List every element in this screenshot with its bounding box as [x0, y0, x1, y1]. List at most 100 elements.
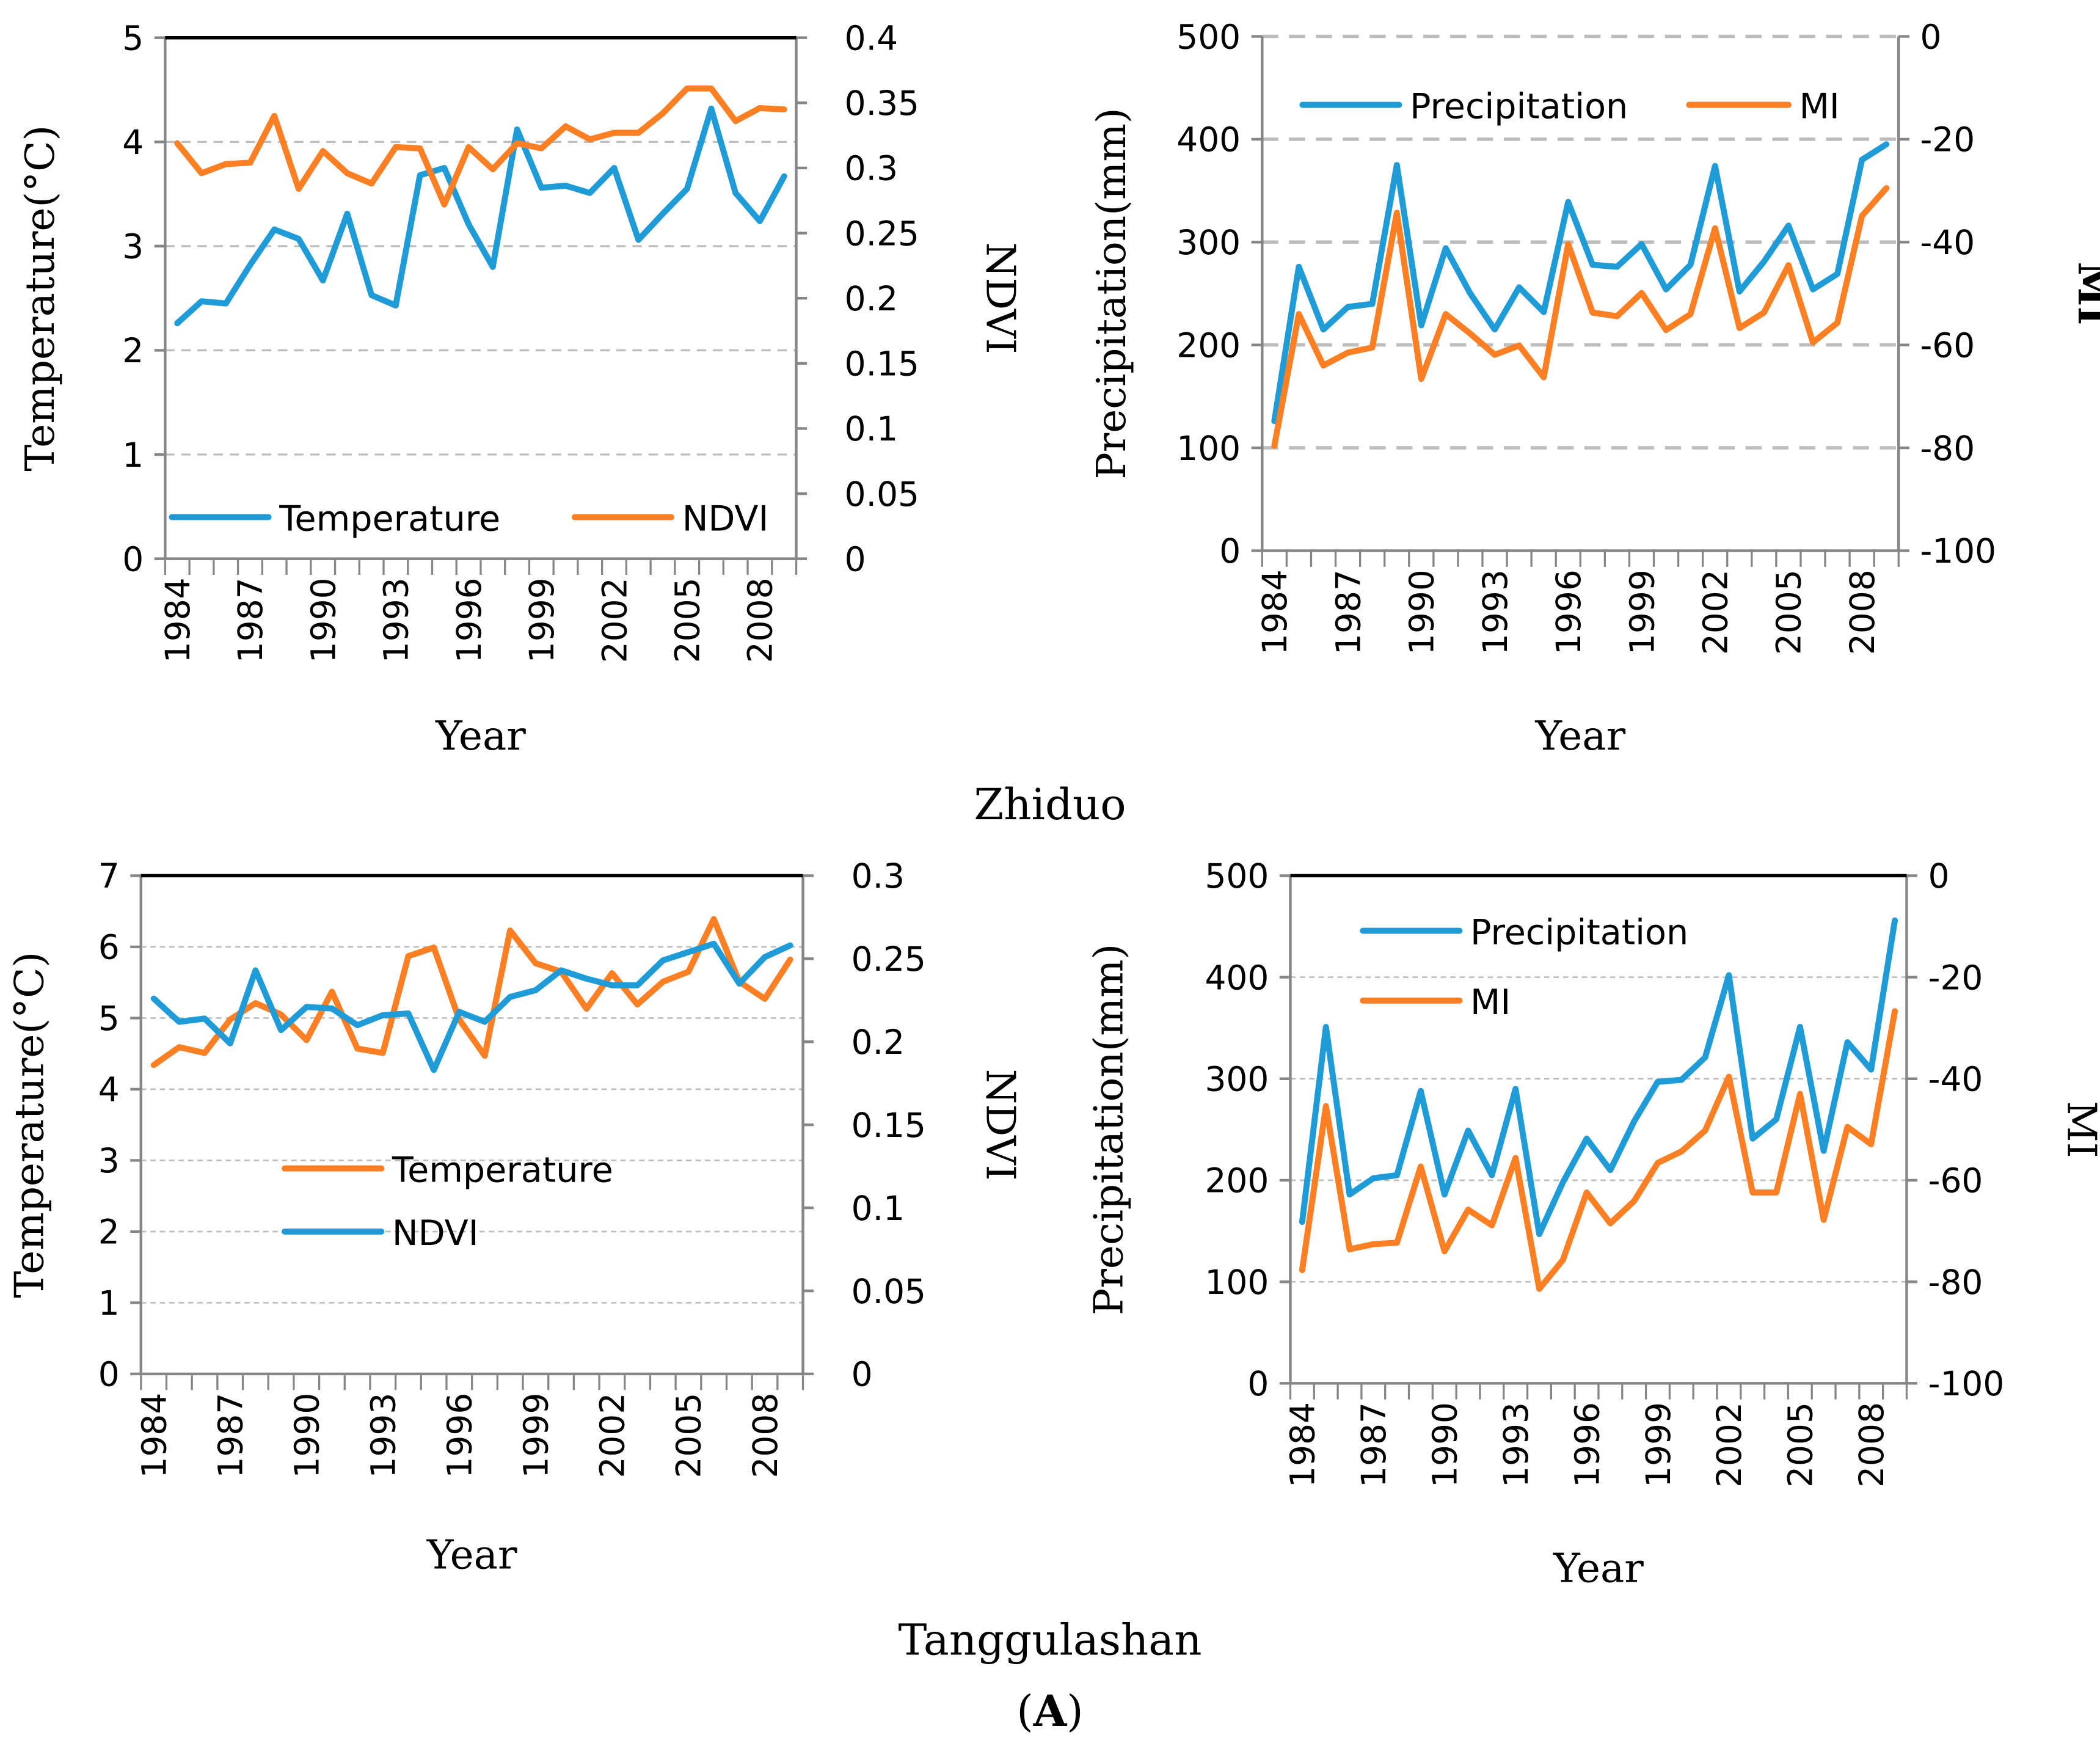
series-line-precipitation — [1271, 141, 1890, 425]
legend-label: Precipitation — [1410, 87, 1628, 127]
x-axis-tick-label: 1984 — [1255, 569, 1294, 655]
series-line-mi — [1271, 184, 1890, 449]
x-axis-title: Year — [1534, 712, 1625, 759]
x-axis-tick-label: 1999 — [517, 1393, 556, 1478]
right-axis-tick-label: 0.3 — [851, 857, 905, 896]
x-axis-tick-label: 2008 — [741, 577, 780, 663]
right-axis-tick-label: 0 — [851, 1355, 873, 1394]
left-axis-tick-label: 4 — [98, 1070, 120, 1109]
right-axis-tick-label: 0.05 — [845, 475, 919, 514]
caption-tanggulashan: Tanggulashan — [898, 1615, 1201, 1665]
right-axis-title: MI — [2069, 262, 2100, 326]
x-axis-tick-label: 1999 — [522, 577, 561, 663]
right-axis-tick-label: 0.15 — [851, 1106, 926, 1145]
series-line-temperature — [150, 916, 793, 1068]
x-axis-tick-label: 1990 — [288, 1393, 327, 1478]
left-axis-tick-label: 5 — [98, 999, 120, 1038]
x-axis-tick-label: 1990 — [304, 577, 343, 663]
x-axis-tick-label: 1993 — [1476, 569, 1515, 655]
right-axis-tick-label: -100 — [1920, 531, 1996, 571]
right-axis-tick-label: -80 — [1920, 429, 1975, 468]
left-axis-tick-label: 5 — [122, 18, 144, 57]
left-axis-tick-label: 0 — [122, 539, 144, 579]
right-axis-title: NDVI — [977, 1069, 1024, 1181]
right-axis-tick-label: 0.05 — [851, 1272, 926, 1311]
right-axis-title: NDVI — [977, 243, 1024, 354]
x-axis-tick-label: 2002 — [593, 1393, 632, 1478]
x-axis-tick-label: 1987 — [211, 1393, 250, 1478]
chart-1: 0 1 2 3 4 5 0 0.05 0.1 0.15 0.2 0.25 0.3 0.35 0.4 1984 1… — [16, 18, 1024, 759]
right-axis-tick-label: -60 — [1920, 326, 1975, 365]
left-axis-title: Precipitation(mm) — [1085, 944, 1132, 1315]
x-axis-tick-label: 1990 — [1426, 1402, 1465, 1488]
legend-label: NDVI — [682, 499, 769, 539]
right-axis-tick-label: 0.1 — [851, 1189, 905, 1228]
series-line-temperature — [174, 105, 787, 326]
x-axis-tick-label: 1996 — [1549, 569, 1588, 655]
right-axis-tick-label: 0.1 — [845, 409, 898, 448]
x-axis-title: Year — [435, 712, 526, 759]
x-axis-tick-label: 2002 — [1710, 1402, 1749, 1488]
chart-4: 0 100 200 300 400 500 -100 -80 -60 -40 -20 0 1984 198… — [1085, 857, 2100, 1591]
right-axis-tick-label: 0.35 — [845, 84, 919, 123]
left-axis-tick-label: 6 — [98, 928, 120, 967]
left-axis-tick-label: 100 — [1176, 429, 1241, 468]
legend-label: Precipitation — [1470, 913, 1688, 953]
left-axis-tick-label: 3 — [98, 1141, 120, 1180]
x-axis-tick-label: 1984 — [1283, 1402, 1322, 1488]
x-axis-title: Year — [1553, 1545, 1644, 1592]
left-axis-tick-label: 2 — [122, 331, 144, 370]
right-axis-tick-label: -40 — [1920, 223, 1975, 262]
x-axis-tick-label: 2002 — [595, 577, 634, 663]
left-axis-tick-label: 0 — [98, 1355, 120, 1394]
x-axis-tick-label: 1993 — [364, 1393, 403, 1478]
right-axis-tick-label: 0.2 — [845, 279, 898, 318]
legend-label: Temperature — [279, 499, 500, 539]
right-axis-tick-label: 0.25 — [845, 214, 919, 253]
x-axis-tick-label: 2008 — [1852, 1402, 1891, 1488]
right-axis-tick-label: 0 — [1928, 857, 1950, 896]
left-axis-tick-label: 7 — [98, 857, 120, 896]
panel-label-open: ( — [1016, 1686, 1033, 1736]
series-line-mi — [1299, 1008, 1898, 1292]
left-axis-tick-label: 3 — [122, 227, 144, 266]
right-axis-title: MI — [2058, 1101, 2100, 1158]
x-axis-tick-label: 2005 — [668, 577, 707, 663]
x-axis-tick-label: 1999 — [1639, 1402, 1678, 1488]
legend-label: Temperature — [392, 1150, 613, 1191]
x-axis-tick-label: 2005 — [1770, 569, 1809, 655]
right-axis-tick-label: -80 — [1928, 1263, 1983, 1302]
left-axis-tick-label: 4 — [122, 123, 144, 162]
left-axis-tick-label: 1 — [98, 1284, 120, 1323]
left-axis-tick-label: 200 — [1205, 1161, 1269, 1200]
right-axis-tick-label: 0.3 — [845, 149, 898, 188]
left-axis-tick-label: 1 — [122, 436, 144, 475]
left-axis-tick-label: 0 — [1247, 1364, 1269, 1403]
x-axis-tick-label: 1987 — [1329, 569, 1368, 655]
panel-label-letter: A — [1033, 1686, 1068, 1736]
series-line-ndvi — [150, 940, 793, 1073]
panel-label: (A) — [1016, 1686, 1083, 1736]
x-axis-tick-label: 1990 — [1402, 569, 1442, 655]
legend-label: NDVI — [392, 1213, 479, 1254]
chart-2: 0 100 200 300 400 500 -100 -80 -60 -40 -20 0 1984 198… — [1088, 17, 2100, 759]
x-axis-tick-label: 1984 — [134, 1393, 173, 1478]
right-axis-tick-label: 0 — [845, 539, 866, 579]
x-axis-tick-label: 2008 — [746, 1393, 785, 1478]
left-axis-tick-label: 0 — [1219, 531, 1241, 571]
x-axis-tick-label: 1987 — [1354, 1402, 1393, 1488]
right-axis-tick-label: -100 — [1928, 1364, 2005, 1403]
left-axis-tick-label: 2 — [98, 1213, 120, 1252]
x-axis-title: Year — [426, 1532, 517, 1579]
x-axis-tick-label: 1993 — [377, 577, 416, 663]
x-axis-tick-label: 1996 — [1567, 1402, 1606, 1488]
x-axis-tick-label: 2008 — [1843, 569, 1882, 655]
left-axis-tick-label: 300 — [1205, 1060, 1269, 1099]
x-axis-tick-label: 1996 — [450, 577, 489, 663]
right-axis-tick-label: 0.15 — [845, 345, 919, 384]
series-line-precipitation — [1299, 917, 1898, 1238]
left-axis-tick-label: 400 — [1205, 958, 1269, 997]
right-axis-tick-label: -20 — [1920, 120, 1975, 159]
right-axis-tick-label: 0.2 — [851, 1023, 905, 1062]
right-axis-tick-label: 0.25 — [851, 940, 926, 979]
